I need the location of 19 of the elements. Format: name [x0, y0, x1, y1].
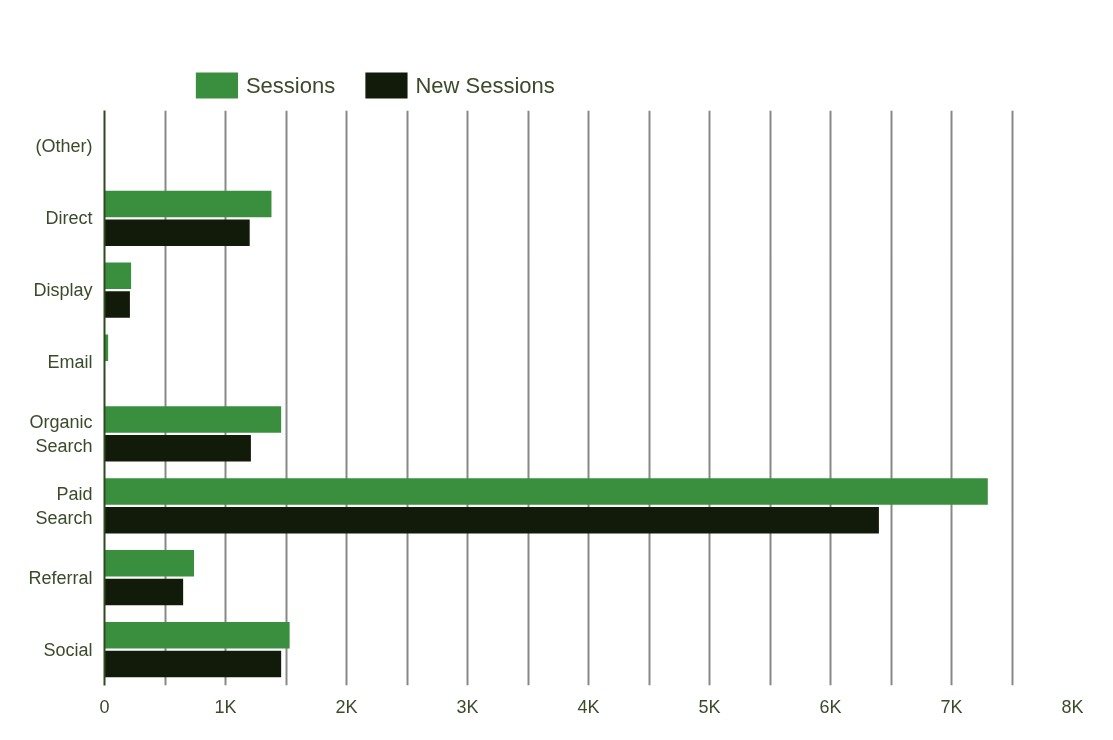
y-tick-label: Social [43, 639, 93, 660]
x-tick-label: 2K [335, 696, 358, 717]
legend-label: New Sessions [415, 73, 555, 98]
legend-label: Sessions [245, 73, 336, 98]
y-tick-label: (Other) [35, 136, 93, 157]
x-tick-label: 1K [214, 696, 237, 717]
x-tick-label: 7K [940, 696, 963, 717]
y-tick-label: Direct [45, 208, 93, 229]
y-tick-label: Paid Search [35, 483, 93, 528]
y-tick-label: Email [47, 352, 93, 373]
x-tick-label: 8K [1061, 696, 1084, 717]
y-tick-label: Referral [28, 567, 93, 588]
x-tick-label: 0 [99, 696, 110, 717]
x-tick-label: 5K [698, 696, 721, 717]
x-tick-label: 4K [577, 696, 600, 717]
x-tick-label: 3K [456, 696, 479, 717]
x-tick-label: 6K [819, 696, 842, 717]
y-tick-label: Display [33, 280, 93, 301]
y-tick-label: Organic Search [29, 411, 93, 456]
